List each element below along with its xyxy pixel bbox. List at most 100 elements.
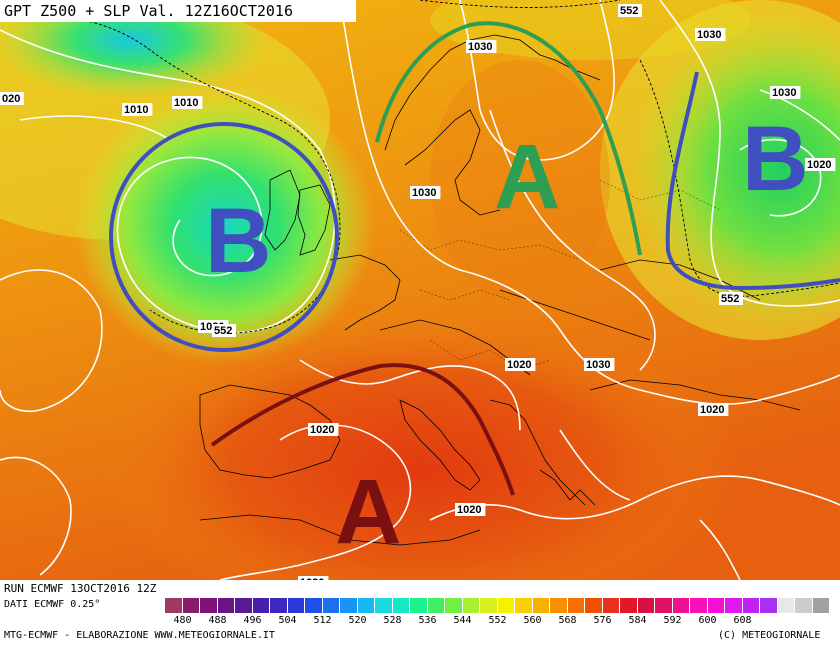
color-scale-swatch (567, 598, 585, 613)
color-scale-label: 488 (208, 615, 227, 626)
color-scale-swatch (235, 598, 253, 613)
isobar-label: 1020 (700, 404, 724, 416)
isobar-label-bg (584, 358, 615, 371)
color-scale-label: 600 (698, 615, 717, 626)
isobars (0, 0, 840, 580)
isobar-label-bg (455, 503, 486, 516)
geopotential-label-bg (719, 292, 743, 305)
copyright-credit: (C) METEOGIORNALE (718, 630, 821, 641)
isobar-label: 020 (2, 93, 20, 105)
color-scale-swatch (200, 598, 218, 613)
isobar-label-bg (695, 28, 726, 41)
geopotential-label-bg (212, 324, 236, 337)
isobar-label-bg (698, 403, 729, 416)
isobar-label-bg (122, 103, 153, 116)
isobar-label: 1020 (310, 424, 334, 436)
low-pressure-arc-east (665, 71, 840, 291)
color-scale-swatch (445, 598, 463, 613)
title-band (0, 0, 356, 22)
elaboration-credit: MTG-ECMWF - ELABORAZIONE WWW.METEOGIORNA… (4, 630, 275, 641)
color-scale-label: 560 (523, 615, 542, 626)
isobar-label-bg (770, 86, 801, 99)
run-info: RUN ECMWF 13OCT2016 12Z (4, 582, 157, 595)
color-scale-bar (165, 598, 830, 613)
isobar-label-bg (466, 40, 497, 53)
color-scale-label: 512 (313, 615, 332, 626)
color-scale-swatch (550, 598, 568, 613)
color-scale-label: 480 (173, 615, 192, 626)
color-scale-swatch (480, 598, 498, 613)
isobar-label-bg (0, 92, 24, 105)
color-scale-swatch (357, 598, 375, 613)
color-scale-swatch (305, 598, 323, 613)
color-scale-swatch (585, 598, 603, 613)
color-scale-swatch (252, 598, 270, 613)
color-scale-swatch (742, 598, 760, 613)
color-scale-swatch (462, 598, 480, 613)
color-scale-swatch (707, 598, 725, 613)
isobar-label-bg (172, 96, 203, 109)
color-scale-swatch (392, 598, 410, 613)
color-scale-label: 608 (733, 615, 752, 626)
map-title: GPT Z500 + SLP Val. 12Z16OCT2016 (4, 2, 293, 20)
color-scale-label: 592 (663, 615, 682, 626)
color-scale-swatch (165, 598, 183, 613)
color-scale-swatch (795, 598, 813, 613)
low-pressure-circle (109, 122, 339, 352)
color-scale-swatch (812, 598, 830, 613)
high-pressure-arc-south (210, 363, 515, 496)
isobar-label: 1030 (586, 359, 610, 371)
footer-panel (0, 580, 840, 648)
color-scale-swatch (340, 598, 358, 613)
pressure-center-letter: A (335, 461, 401, 563)
isobar-label: 1020 (457, 504, 481, 516)
color-scale-swatch (287, 598, 305, 613)
isobar-label: 1030 (412, 187, 436, 199)
color-scale-label: 496 (243, 615, 262, 626)
color-scale-swatch (270, 598, 288, 613)
color-scale-swatch (602, 598, 620, 613)
isobar-label: 1010 (124, 104, 148, 116)
color-scale-swatch (375, 598, 393, 613)
color-scale-label: 584 (628, 615, 647, 626)
color-scale-label: 520 (348, 615, 367, 626)
color-scale-swatch (690, 598, 708, 613)
color-scale-swatch (725, 598, 743, 613)
isobar-label-bg (308, 423, 339, 436)
pressure-center-letter: B (742, 108, 808, 210)
color-scale-swatch (637, 598, 655, 613)
color-scale-swatch (410, 598, 428, 613)
color-scale-label: 568 (558, 615, 577, 626)
geopotential-label: 552 (721, 293, 739, 305)
geopotential-label-bg (618, 4, 642, 17)
color-scale-label: 544 (453, 615, 472, 626)
color-scale-swatch (322, 598, 340, 613)
pressure-center-letter: B (205, 190, 271, 292)
isobar-label-bg (505, 358, 536, 371)
color-scale-swatch (777, 598, 795, 613)
color-scale-label: 536 (418, 615, 437, 626)
color-scale-swatch (217, 598, 235, 613)
color-scale-swatch (182, 598, 200, 613)
color-scale-swatch (672, 598, 690, 613)
isobar-label-bg (805, 158, 836, 171)
high-pressure-arc-north (375, 21, 642, 256)
geopotential-label: 552 (214, 325, 232, 337)
color-scale-swatch (427, 598, 445, 613)
color-scale-label: 552 (488, 615, 507, 626)
color-scale-swatch (497, 598, 515, 613)
geopotential-label: 552 (620, 5, 638, 17)
isobar-label: 1030 (772, 87, 796, 99)
color-scale-label: 576 (593, 615, 612, 626)
isobar-label: 1010 (174, 97, 198, 109)
isobar-label: 1030 (697, 29, 721, 41)
color-scale-swatch (515, 598, 533, 613)
data-source: DATI ECMWF 0.25° (4, 599, 101, 610)
color-scale-label: 528 (383, 615, 402, 626)
color-scale-swatch (532, 598, 550, 613)
isobar-label: 1020 (507, 359, 531, 371)
isobar-label: 1030 (468, 41, 492, 53)
isobar-label-bg (410, 186, 441, 199)
color-scale-swatch (620, 598, 638, 613)
